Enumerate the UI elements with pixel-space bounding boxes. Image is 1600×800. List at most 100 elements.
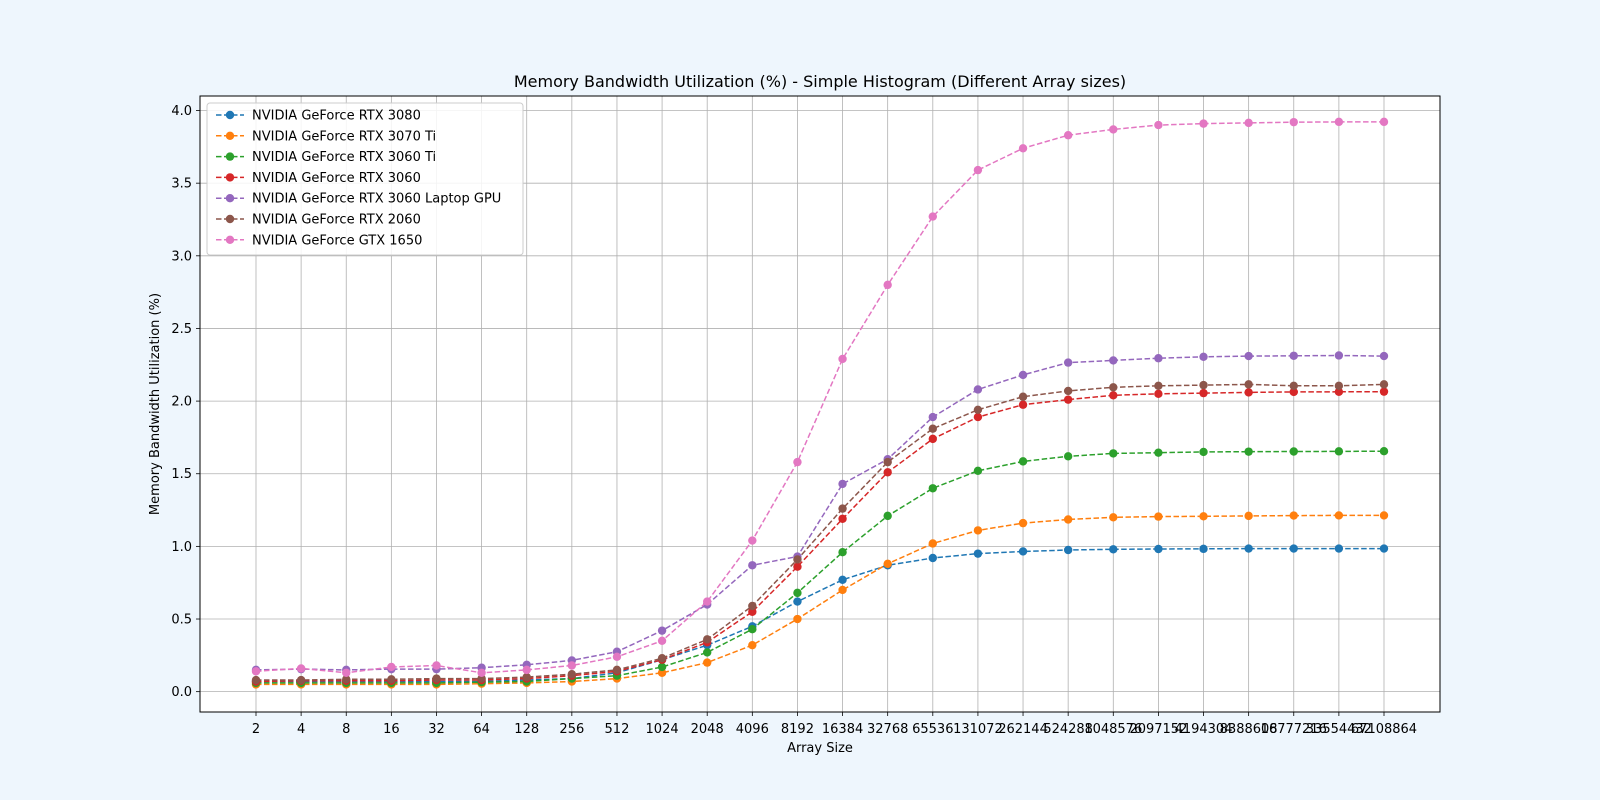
data-point: [793, 588, 802, 598]
y-axis: 0.0 0.5 1.0 1.5 2.0 2.5 3.0 3.5 4.0: [171, 104, 200, 700]
data-point: [838, 514, 847, 523]
data-point: [1018, 547, 1028, 556]
data-point: [1109, 383, 1118, 392]
data-point: [1109, 356, 1118, 365]
legend-marker: [225, 173, 235, 182]
legend-label: NVIDIA GeForce RTX 3060 Laptop GPU: [252, 192, 501, 207]
data-point: [567, 661, 577, 670]
legend-item: NVIDIA GeForce RTX 2060: [216, 213, 421, 228]
data-point: [838, 354, 847, 364]
data-point: [1289, 117, 1298, 127]
data-point: [973, 412, 983, 422]
data-point: [387, 662, 396, 672]
data-point: [1199, 447, 1208, 457]
data-point: [703, 648, 712, 657]
x-tick-label: 524288: [1043, 722, 1093, 737]
data-point: [1289, 447, 1298, 456]
data-point: [1199, 544, 1208, 554]
data-point: [1063, 395, 1073, 404]
data-point: [1244, 544, 1253, 553]
data-point: [793, 562, 802, 571]
data-point: [838, 547, 847, 557]
data-point: [1018, 457, 1028, 466]
legend-item: NVIDIA GeForce RTX 3080: [216, 109, 421, 124]
data-point: [1244, 351, 1253, 361]
legend-marker: [225, 131, 235, 140]
x-tick-label: 4: [297, 722, 305, 737]
data-point: [973, 385, 983, 394]
data-point: [612, 652, 622, 661]
data-point: [748, 601, 757, 611]
data-point: [1109, 513, 1118, 522]
x-tick-label: 2048: [691, 722, 724, 737]
data-point: [883, 511, 892, 521]
series-5: [251, 380, 1389, 685]
data-point: [1154, 389, 1163, 399]
data-point: [748, 536, 757, 545]
x-tick-label: 16777216: [1261, 722, 1327, 737]
legend-item: NVIDIA GeForce RTX 3060: [216, 171, 421, 186]
data-point: [251, 675, 261, 685]
series-layer: [251, 117, 1389, 689]
data-point: [612, 665, 622, 675]
data-point: [1063, 515, 1073, 524]
data-point: [1379, 511, 1389, 520]
data-point: [1334, 511, 1344, 520]
data-point: [883, 280, 892, 290]
chart-title: Memory Bandwidth Utilization (%) - Simpl…: [514, 72, 1126, 91]
data-point: [838, 575, 847, 584]
y-axis-label: Memory Bandwidth Utilization (%): [148, 293, 163, 515]
data-point: [657, 636, 667, 646]
data-point: [1063, 386, 1073, 396]
series-line: [255, 121, 1384, 674]
data-point: [793, 457, 802, 467]
data-point: [973, 165, 983, 175]
data-point: [1334, 447, 1344, 456]
data-point: [1018, 392, 1028, 401]
data-point: [1244, 118, 1253, 128]
x-tick-label: 262144: [998, 722, 1048, 737]
data-point: [1289, 387, 1298, 397]
data-point: [1199, 119, 1208, 128]
data-point: [1244, 447, 1253, 456]
data-point: [1063, 545, 1073, 555]
legend-item: NVIDIA GeForce RTX 3070 Ti: [216, 129, 436, 144]
data-point: [1379, 544, 1389, 553]
legend-item: NVIDIA GeForce RTX 3060 Laptop GPU: [216, 192, 501, 207]
x-tick-label: 16384: [822, 722, 863, 737]
legend-marker: [225, 235, 235, 244]
series-line: [256, 547, 1384, 683]
data-point: [1154, 448, 1163, 457]
data-point: [973, 405, 983, 415]
data-point: [838, 479, 847, 489]
data-point: [973, 526, 983, 535]
legend-label: NVIDIA GeForce RTX 3060: [252, 171, 421, 186]
data-point: [838, 585, 847, 595]
legend: NVIDIA GeForce RTX 3080 NVIDIA GeForce RT…: [206, 102, 524, 256]
data-point: [296, 675, 306, 685]
x-tick-label: 33554432: [1306, 722, 1372, 737]
legend-marker: [225, 214, 235, 224]
x-tick-label: 8388608: [1220, 722, 1278, 737]
data-point: [1379, 351, 1389, 361]
data-point: [883, 468, 892, 477]
data-point: [928, 212, 937, 221]
data-point: [1289, 381, 1298, 391]
x-tick-label: 32: [428, 722, 445, 737]
data-point: [522, 672, 531, 682]
x-tick-label: 256: [559, 722, 584, 737]
series-line: [255, 354, 1385, 671]
data-point: [342, 668, 351, 677]
y-tick-label: 2.5: [171, 322, 192, 337]
legend-item: NVIDIA GeForce RTX 3060 Ti: [216, 150, 436, 165]
y-tick-label: 1.5: [171, 467, 192, 482]
data-point: [1199, 352, 1208, 361]
x-tick-label: 2097152: [1129, 722, 1187, 737]
data-point: [793, 555, 802, 564]
series-6: [251, 117, 1389, 677]
legend-label: NVIDIA GeForce RTX 2060: [252, 213, 421, 228]
data-point: [883, 559, 892, 569]
legend-label: NVIDIA GeForce RTX 3070 Ti: [252, 129, 436, 144]
legend-marker: [225, 152, 235, 161]
y-tick-label: 0.5: [171, 613, 192, 628]
